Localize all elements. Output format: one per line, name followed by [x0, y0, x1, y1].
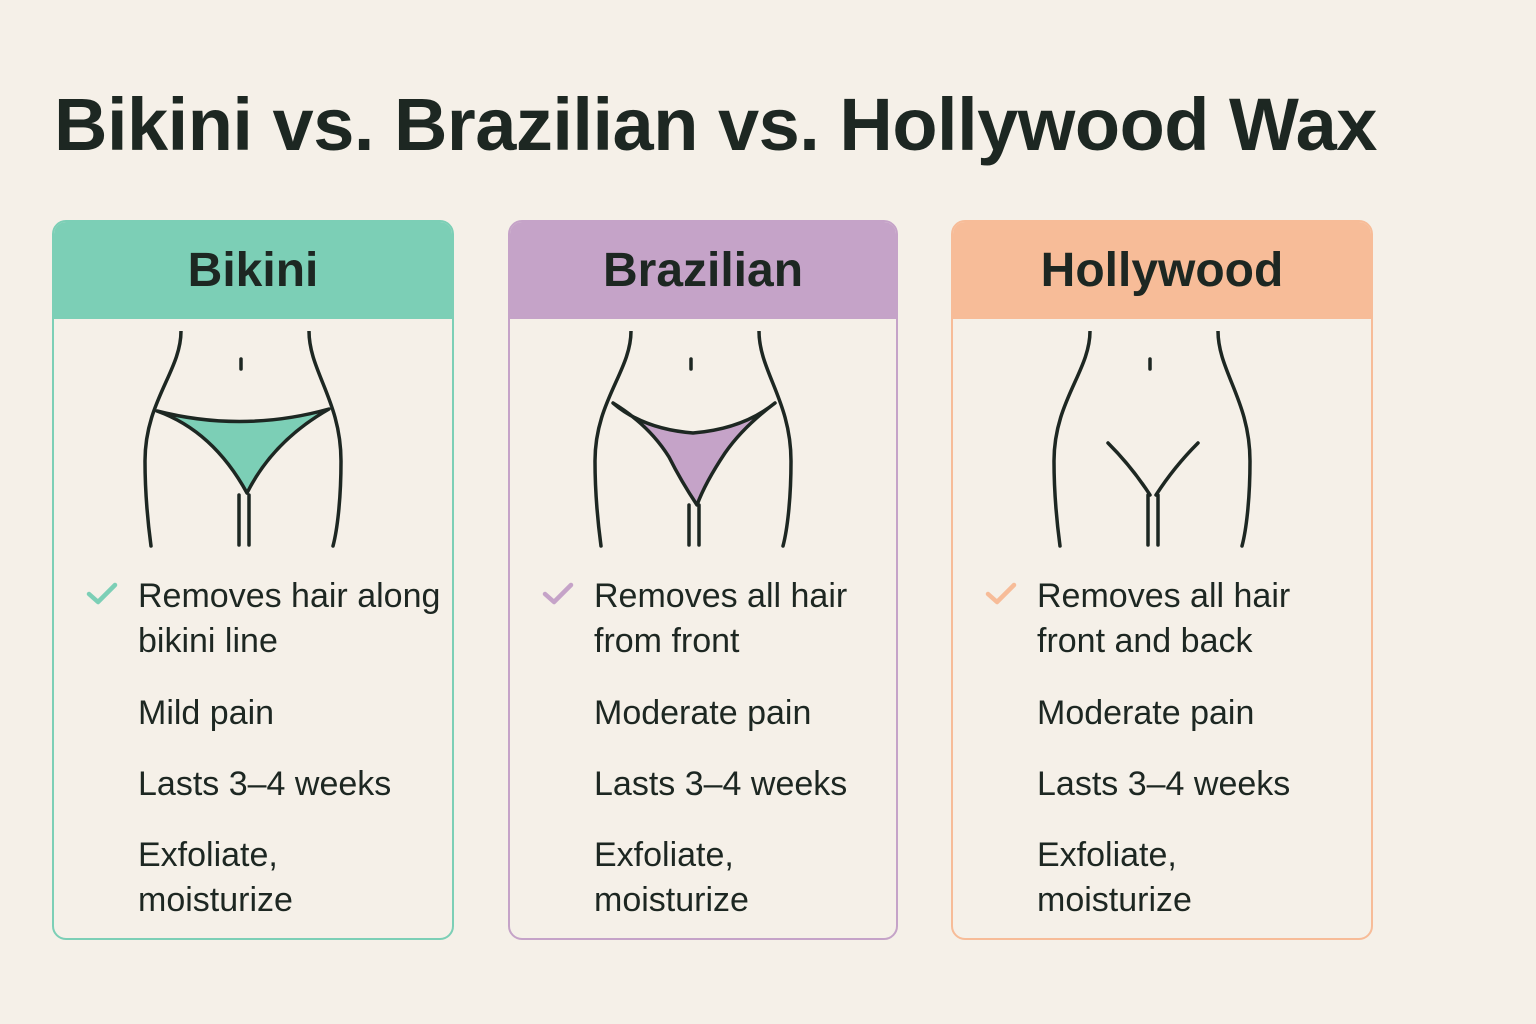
card-brazilian: Brazilian Removes all hair from front Mo…: [508, 220, 898, 940]
feature-item: Exfoliate, moisturize: [138, 836, 293, 919]
feature-item: Lasts 3–4 weeks: [138, 765, 392, 803]
check-icon: [542, 582, 574, 605]
feature-item: Exfoliate, moisturize: [1037, 836, 1192, 919]
card-title: Brazilian: [602, 244, 804, 297]
brazilian-illustration-icon: [593, 331, 793, 548]
card-header: Brazilian: [510, 222, 896, 319]
card-header: Bikini: [54, 222, 452, 319]
card-hollywood: Hollywood Removes all hair front and bac…: [951, 220, 1373, 940]
feature-item: Exfoliate, moisturize: [594, 836, 749, 919]
feature-item: Lasts 3–4 weeks: [594, 765, 848, 803]
feature-item: Lasts 3–4 weeks: [1037, 765, 1291, 803]
card-bikini: Bikini Removes hair along bikini line Mi…: [52, 220, 454, 940]
feature-item: Removes all hair from front: [542, 574, 886, 664]
feature-item: Removes hair along bikini line: [86, 574, 442, 664]
hollywood-illustration-icon: [1052, 331, 1252, 548]
card-title: Hollywood: [1040, 244, 1284, 297]
feature-item: Removes all hair front and back: [985, 574, 1361, 664]
page-title: Bikini vs. Brazilian vs. Hollywood Wax: [54, 83, 1377, 166]
check-icon: [86, 582, 118, 605]
check-icon: [985, 582, 1017, 605]
feature-item: Moderate pain: [594, 694, 812, 732]
bikini-illustration-icon: [143, 331, 343, 548]
feature-item: Moderate pain: [1037, 694, 1255, 732]
card-header: Hollywood: [953, 222, 1371, 319]
card-title: Bikini: [187, 244, 319, 297]
feature-item: Mild pain: [138, 694, 275, 732]
